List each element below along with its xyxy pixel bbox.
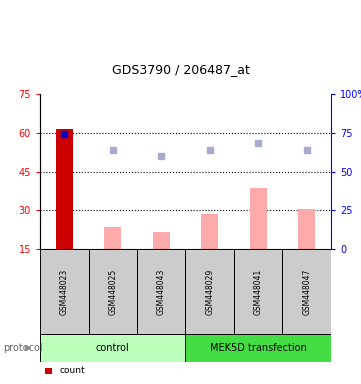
Bar: [88, 249, 137, 334]
Text: control: control: [96, 343, 130, 353]
Bar: [44, 367, 52, 374]
Bar: [250, 188, 267, 249]
Text: MEK5D transfection: MEK5D transfection: [210, 343, 306, 353]
Text: GSM448023: GSM448023: [60, 268, 69, 314]
Bar: [186, 249, 234, 334]
Text: count: count: [60, 366, 86, 375]
Bar: [137, 249, 186, 334]
Bar: [283, 249, 331, 334]
Bar: [104, 227, 121, 249]
Text: GSM448025: GSM448025: [108, 268, 117, 314]
Text: GSM448041: GSM448041: [254, 268, 263, 314]
Text: GSM448043: GSM448043: [157, 268, 166, 314]
Bar: [201, 214, 218, 249]
Text: protocol: protocol: [4, 343, 43, 353]
Bar: [186, 334, 331, 362]
Bar: [40, 334, 186, 362]
Text: GDS3790 / 206487_at: GDS3790 / 206487_at: [112, 63, 249, 76]
Text: GSM448029: GSM448029: [205, 268, 214, 314]
Bar: [56, 129, 73, 249]
Bar: [298, 209, 315, 249]
Bar: [40, 249, 88, 334]
Text: GSM448047: GSM448047: [302, 268, 311, 314]
Bar: [234, 249, 283, 334]
Bar: [153, 232, 170, 249]
